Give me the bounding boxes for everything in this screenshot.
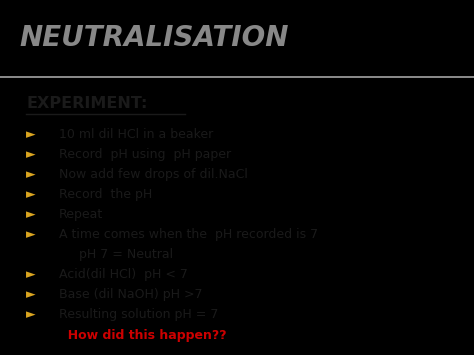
Text: ►: ► [26, 308, 36, 322]
Text: pH 7 = Neutral: pH 7 = Neutral [59, 248, 173, 261]
Text: ►: ► [26, 128, 36, 141]
Text: How did this happen??: How did this happen?? [59, 328, 227, 342]
Text: Resulting solution pH = 7: Resulting solution pH = 7 [59, 308, 219, 322]
Text: Record  pH using  pH paper: Record pH using pH paper [59, 148, 231, 161]
Text: ►: ► [26, 208, 36, 221]
Text: EXPERIMENT:: EXPERIMENT: [26, 96, 147, 111]
Text: Acid(dil HCl)  pH < 7: Acid(dil HCl) pH < 7 [59, 268, 188, 281]
Text: Record  the pH: Record the pH [59, 188, 153, 201]
Text: ►: ► [26, 268, 36, 281]
Text: ►: ► [26, 168, 36, 181]
Text: ►: ► [26, 148, 36, 161]
Text: ►: ► [26, 188, 36, 201]
Text: NEUTRALISATION: NEUTRALISATION [19, 24, 289, 52]
Text: ►: ► [26, 288, 36, 301]
Text: 10 ml dil HCl in a beaker: 10 ml dil HCl in a beaker [59, 128, 213, 141]
Text: A time comes when the  pH recorded is 7: A time comes when the pH recorded is 7 [59, 228, 319, 241]
Text: Base (dil NaOH) pH >7: Base (dil NaOH) pH >7 [59, 288, 203, 301]
Text: Now add few drops of dil.NaCl: Now add few drops of dil.NaCl [59, 168, 248, 181]
Text: Repeat: Repeat [59, 208, 103, 221]
Text: ►: ► [26, 228, 36, 241]
